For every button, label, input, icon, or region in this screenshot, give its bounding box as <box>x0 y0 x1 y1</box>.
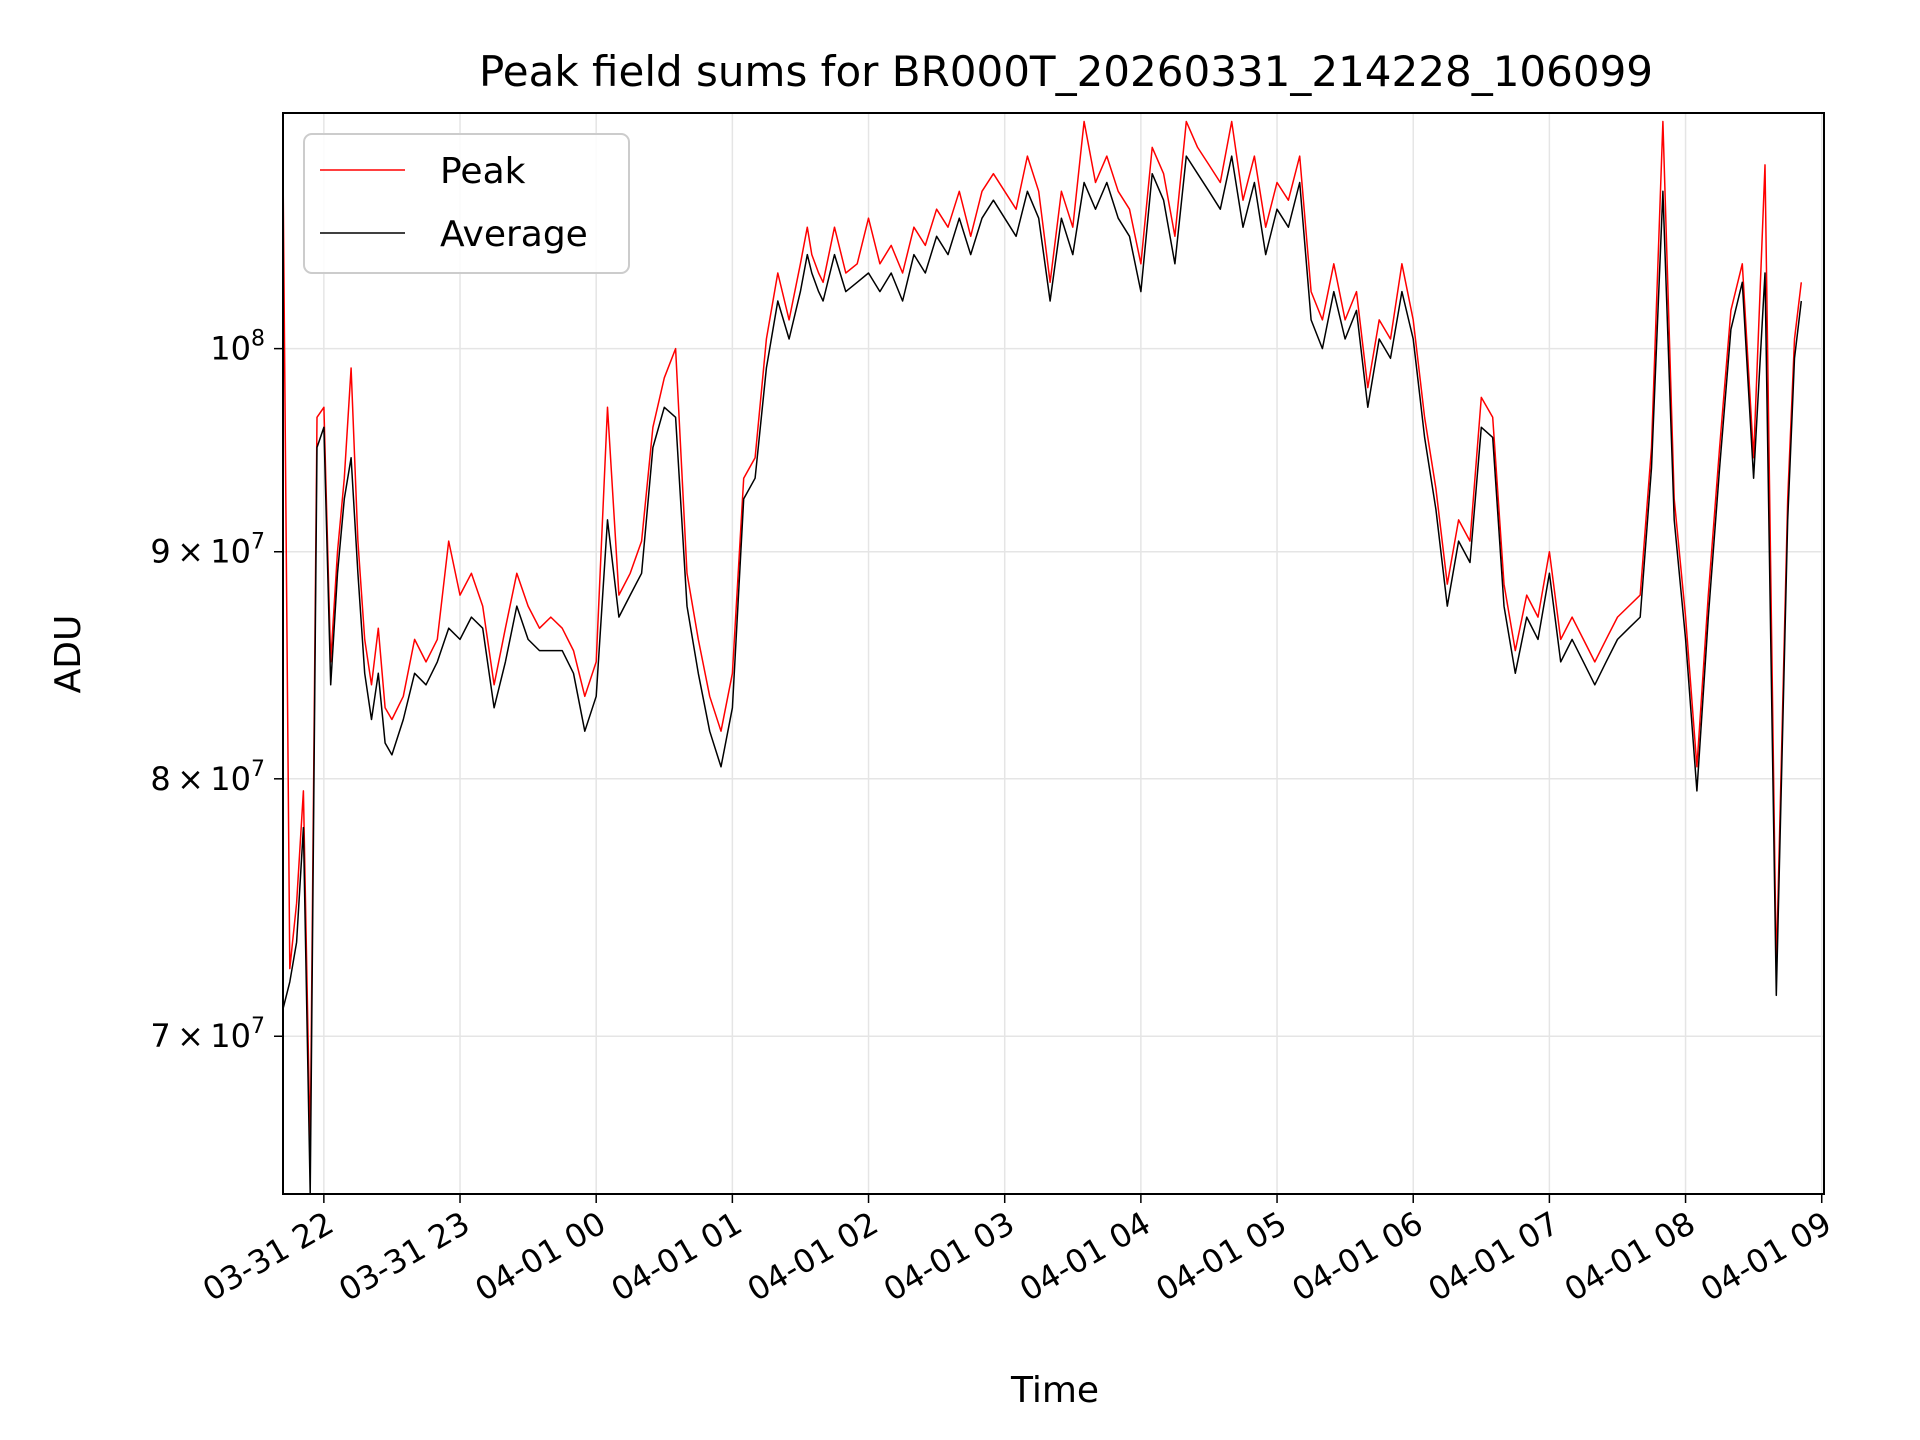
series-line-average <box>282 155 1803 1195</box>
chart-title: Peak field sums for BR000T_20260331_2142… <box>479 47 1653 96</box>
series-line-peak <box>282 120 1803 1151</box>
y-axis-label: ADU <box>48 615 89 694</box>
y-axis: 7 × 107 8 × 107 9 × 107 108 <box>150 327 283 1055</box>
y-tick-label: 7 × 107 <box>150 1014 265 1055</box>
legend: Peak Average <box>303 133 630 274</box>
legend-label-average: Average <box>440 214 588 255</box>
x-axis-label: Time <box>1010 1370 1099 1411</box>
series-group <box>282 120 1803 1195</box>
y-tick-label: 8 × 107 <box>150 757 265 798</box>
legend-box <box>303 133 630 274</box>
plot-frame <box>282 112 1825 1195</box>
grid <box>283 113 1824 1194</box>
y-tick-label: 9 × 107 <box>150 530 265 571</box>
legend-label-peak: Peak <box>440 151 526 192</box>
y-tick-label: 108 <box>210 327 265 368</box>
